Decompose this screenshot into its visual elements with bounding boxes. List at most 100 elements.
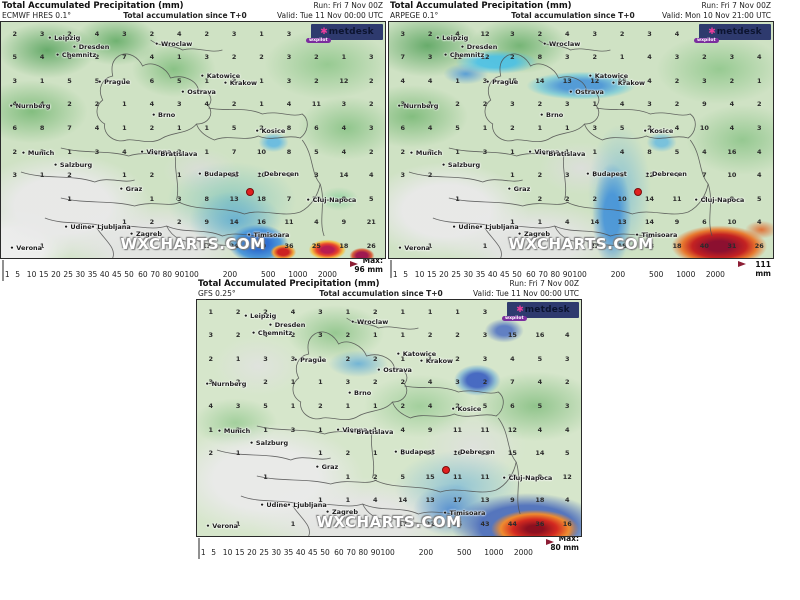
precip-value: 1: [537, 123, 543, 132]
precip-value: 6: [510, 401, 515, 410]
precip-value: 11: [480, 472, 490, 481]
precip-value: 1: [39, 241, 45, 250]
precip-value: 1: [482, 241, 488, 250]
precip-value: 8: [341, 194, 347, 203]
precip-value: 5: [231, 123, 237, 132]
precip-value: 13: [562, 76, 572, 85]
precip-value: 44: [507, 519, 517, 528]
precip-value: 1: [39, 76, 45, 85]
metdesk-star-icon: ✱: [320, 27, 328, 37]
precip-value: 2: [235, 307, 241, 316]
precip-value: 1: [427, 100, 433, 109]
precip-value: 26: [754, 241, 764, 250]
colorbar-tick: 200: [418, 548, 434, 557]
precip-value: 6: [149, 76, 155, 85]
colorbar-tick: 2000: [513, 548, 533, 557]
precip-value: 4: [674, 123, 680, 132]
city-label-leipzig: • Leipzig: [243, 311, 277, 320]
accumulation-subtitle: Total accumulation since T+0: [123, 11, 247, 20]
precip-value: 17: [398, 519, 408, 528]
precip-value: 36: [284, 241, 294, 250]
colorbar-gradient: [2, 260, 4, 281]
precip-value: 2: [149, 29, 155, 38]
precip-value: 9: [674, 218, 680, 227]
precip-value: 3: [702, 76, 707, 85]
precip-value: 1: [427, 241, 433, 250]
precip-value: 3: [510, 29, 515, 38]
colorbar-tick: 15: [426, 270, 437, 279]
precip-value: 2: [314, 76, 319, 85]
precip-value: 4: [369, 171, 374, 180]
precip-value: 2: [537, 147, 543, 156]
precip-value: 3: [12, 171, 17, 180]
precip-value: 2: [482, 100, 488, 109]
precip-value: 1: [318, 425, 323, 434]
city-label-brno: • Brno: [347, 388, 372, 397]
precip-value: 3: [482, 76, 488, 85]
metdesk-logo-text: metdesk: [328, 27, 374, 37]
precip-value: 1: [427, 354, 433, 363]
city-label-udine: • Udine: [259, 500, 288, 509]
precip-value: 1: [177, 53, 182, 62]
precip-value: 3: [149, 147, 155, 156]
colorbar-tick: 90: [370, 548, 381, 557]
precip-value: 8: [537, 53, 543, 62]
precip-value: 25: [311, 241, 321, 250]
precip-value: 8: [729, 194, 735, 203]
precip-value: 4: [39, 100, 45, 109]
precip-value: 5: [537, 354, 543, 363]
precip-value: 1: [290, 519, 296, 528]
precip-value: 2: [369, 147, 374, 156]
city-label-cluj-napoca: • Cluj-Napoca: [306, 195, 357, 204]
panel-title: Total Accumulated Precipitation (mm): [390, 1, 572, 11]
precip-value: 5: [757, 194, 762, 203]
precip-value: 1: [592, 100, 597, 109]
precip-value: 4: [565, 425, 570, 434]
precip-value: 3: [565, 354, 570, 363]
precip-value: 1: [482, 123, 488, 132]
precip-value: 4: [400, 425, 405, 434]
precip-value: 3: [455, 378, 460, 387]
max-value-label: Max: 96 mm: [354, 255, 383, 274]
precipitation-map-panel-arpege: Total Accumulated Precipitation (mm) Run…: [388, 0, 774, 281]
city-label-bratislava: • Bratislava: [350, 427, 394, 436]
precip-value: 11: [453, 425, 463, 434]
colorbar-tick: 35: [475, 270, 486, 279]
precip-value: 4: [122, 147, 127, 156]
metdesk-star-icon: ✱: [708, 27, 716, 37]
precip-value: 1: [263, 472, 268, 481]
precip-value: 9: [427, 425, 433, 434]
precip-value: 11: [453, 472, 463, 481]
precip-value: 1: [235, 354, 241, 363]
city-label-brno: • Brno: [151, 110, 176, 119]
city-label-krakow: • Krakow: [223, 78, 258, 87]
precip-value: 2: [177, 147, 182, 156]
precip-value: 3: [318, 331, 323, 340]
city-label-prague: • Prague: [485, 77, 519, 86]
city-label-salzburg: • Salzburg: [441, 161, 481, 170]
colorbar-tick: 50: [512, 270, 522, 279]
precip-value: 1: [510, 218, 515, 227]
precip-value: 7: [400, 53, 405, 62]
precip-value: 1: [149, 241, 155, 250]
precip-value: 3: [286, 53, 292, 62]
precip-value: 3: [290, 425, 296, 434]
precip-value: 1: [510, 147, 515, 156]
precip-value: 4: [537, 378, 543, 387]
precip-value: 5: [674, 147, 680, 156]
colorbar-arrow-icon: [738, 261, 746, 267]
precip-value: 1: [400, 307, 405, 316]
city-label-verona: • Verona: [205, 522, 239, 531]
precip-value: 2: [259, 123, 264, 132]
colorbar-tick: 500: [457, 548, 472, 557]
colorbar-tick: 15: [38, 270, 49, 279]
run-time-label: Run: Fri 7 Nov 00Z: [509, 279, 579, 288]
precip-value: 1: [122, 100, 127, 109]
city-label-ljubljana: • Ljubljana: [286, 500, 327, 509]
precip-value: 5: [263, 401, 268, 410]
colorbar-arrow-icon: [350, 261, 358, 267]
precip-value: 6: [702, 218, 707, 227]
precip-value: 1: [510, 171, 515, 180]
precip-value: 3: [565, 401, 570, 410]
